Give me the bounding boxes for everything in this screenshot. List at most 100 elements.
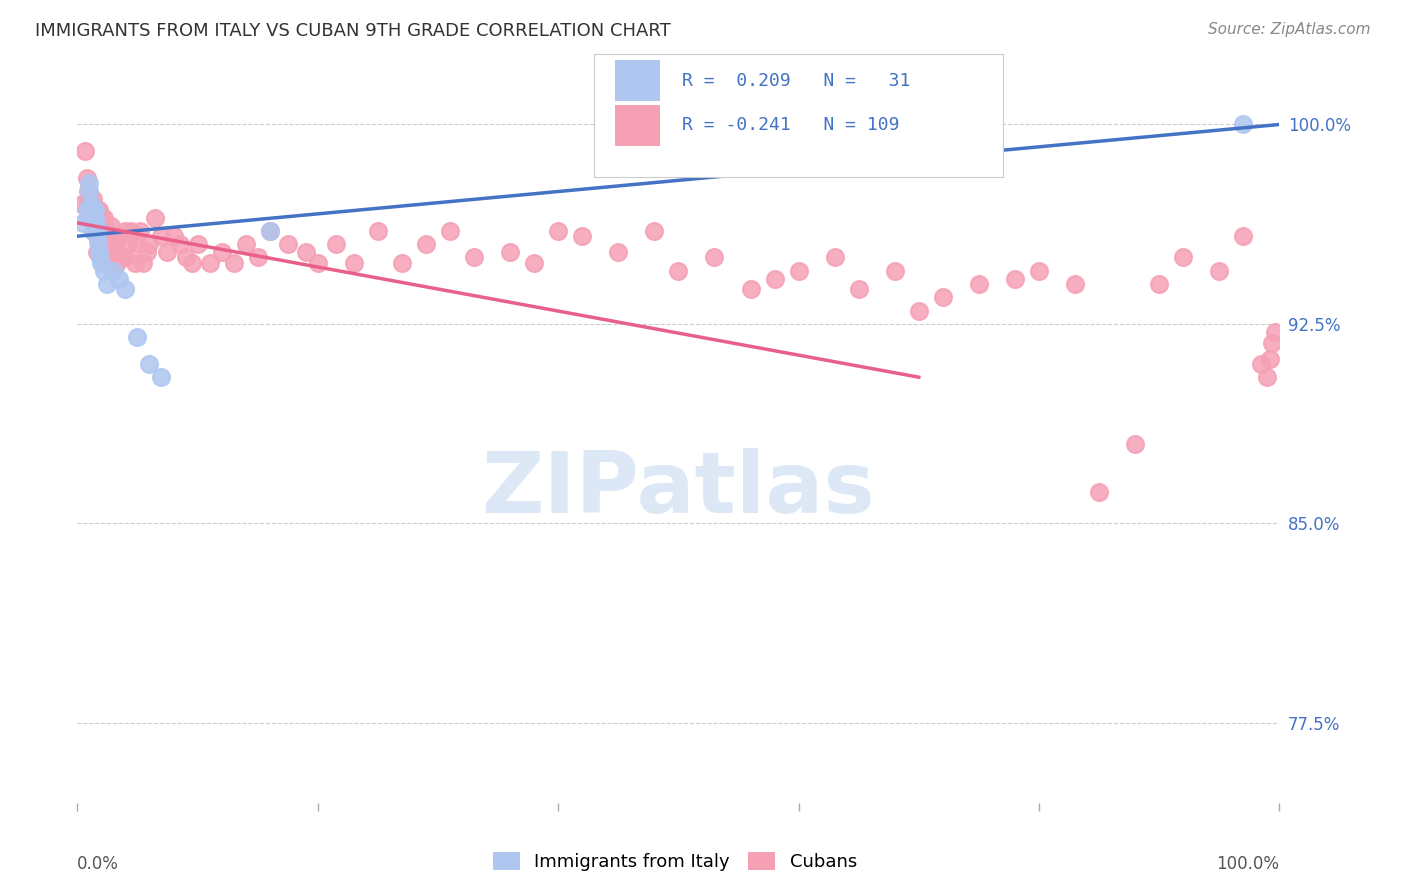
- Point: [76, 202, 98, 217]
- Point: [211, 245, 233, 260]
- Point: [150, 370, 173, 384]
- Point: [499, 245, 522, 260]
- Point: [222, 256, 245, 270]
- Point: [72, 216, 94, 230]
- Point: [967, 277, 990, 291]
- Point: [1028, 264, 1050, 278]
- Point: [277, 237, 299, 252]
- Point: [787, 264, 810, 278]
- Point: [89, 211, 111, 225]
- Point: [96, 245, 118, 260]
- Point: [127, 237, 149, 252]
- Point: [111, 251, 134, 265]
- Point: [80, 202, 103, 217]
- Point: [120, 224, 142, 238]
- Point: [79, 197, 101, 211]
- Point: [87, 229, 110, 244]
- Point: [82, 192, 104, 206]
- Point: [343, 256, 366, 270]
- Point: [643, 224, 665, 238]
- Point: [1173, 251, 1195, 265]
- Point: [117, 237, 139, 252]
- Point: [103, 256, 125, 270]
- Point: [104, 237, 127, 252]
- Point: [83, 219, 105, 233]
- Point: [87, 202, 110, 217]
- Legend: Immigrants from Italy, Cubans: Immigrants from Italy, Cubans: [485, 845, 865, 879]
- Point: [138, 237, 160, 252]
- Point: [93, 211, 115, 225]
- Point: [763, 272, 786, 286]
- Point: [187, 237, 209, 252]
- Point: [100, 219, 122, 233]
- Point: [174, 251, 197, 265]
- Point: [128, 224, 150, 238]
- Point: [1088, 484, 1111, 499]
- Point: [1232, 118, 1254, 132]
- Point: [108, 229, 131, 244]
- Point: [98, 245, 121, 260]
- Point: [124, 256, 146, 270]
- Point: [114, 251, 136, 265]
- Point: [87, 219, 110, 233]
- Point: [1064, 277, 1087, 291]
- Point: [90, 256, 112, 270]
- Point: [132, 256, 155, 270]
- FancyBboxPatch shape: [614, 105, 661, 146]
- Point: [198, 256, 221, 270]
- Point: [1258, 351, 1281, 366]
- Point: [848, 282, 870, 296]
- Point: [932, 290, 955, 304]
- Point: [103, 237, 125, 252]
- Point: [79, 202, 101, 217]
- Point: [82, 216, 104, 230]
- Point: [84, 211, 107, 225]
- FancyBboxPatch shape: [595, 54, 1002, 178]
- Point: [82, 224, 104, 238]
- Point: [138, 357, 160, 371]
- Text: ZIPatlas: ZIPatlas: [481, 449, 876, 532]
- Point: [103, 264, 125, 278]
- Point: [87, 245, 110, 260]
- Text: Source: ZipAtlas.com: Source: ZipAtlas.com: [1208, 22, 1371, 37]
- Point: [96, 277, 118, 291]
- Point: [547, 224, 569, 238]
- Point: [73, 144, 96, 158]
- Point: [86, 219, 108, 233]
- Point: [1208, 264, 1230, 278]
- Point: [83, 224, 105, 238]
- Point: [294, 245, 316, 260]
- Point: [883, 264, 905, 278]
- Point: [89, 251, 111, 265]
- Point: [127, 330, 149, 344]
- Text: R = -0.241   N = 109: R = -0.241 N = 109: [682, 116, 900, 135]
- Point: [703, 251, 725, 265]
- Point: [80, 211, 103, 225]
- Point: [150, 229, 173, 244]
- Point: [367, 224, 389, 238]
- Point: [259, 224, 281, 238]
- Point: [89, 229, 111, 244]
- Point: [607, 245, 630, 260]
- Point: [235, 237, 257, 252]
- Point: [1264, 325, 1286, 339]
- Point: [246, 251, 269, 265]
- Point: [86, 245, 108, 260]
- Point: [97, 229, 120, 244]
- Point: [83, 211, 105, 225]
- Point: [180, 256, 202, 270]
- Point: [93, 264, 115, 278]
- Point: [463, 251, 485, 265]
- Point: [86, 229, 108, 244]
- Point: [439, 224, 461, 238]
- Point: [79, 184, 101, 198]
- Point: [86, 202, 108, 217]
- Point: [91, 245, 114, 260]
- Text: 0.0%: 0.0%: [77, 855, 120, 873]
- Point: [1256, 370, 1278, 384]
- Point: [1261, 335, 1284, 350]
- Point: [740, 282, 762, 296]
- Point: [1123, 436, 1146, 450]
- Point: [325, 237, 347, 252]
- Point: [77, 184, 100, 198]
